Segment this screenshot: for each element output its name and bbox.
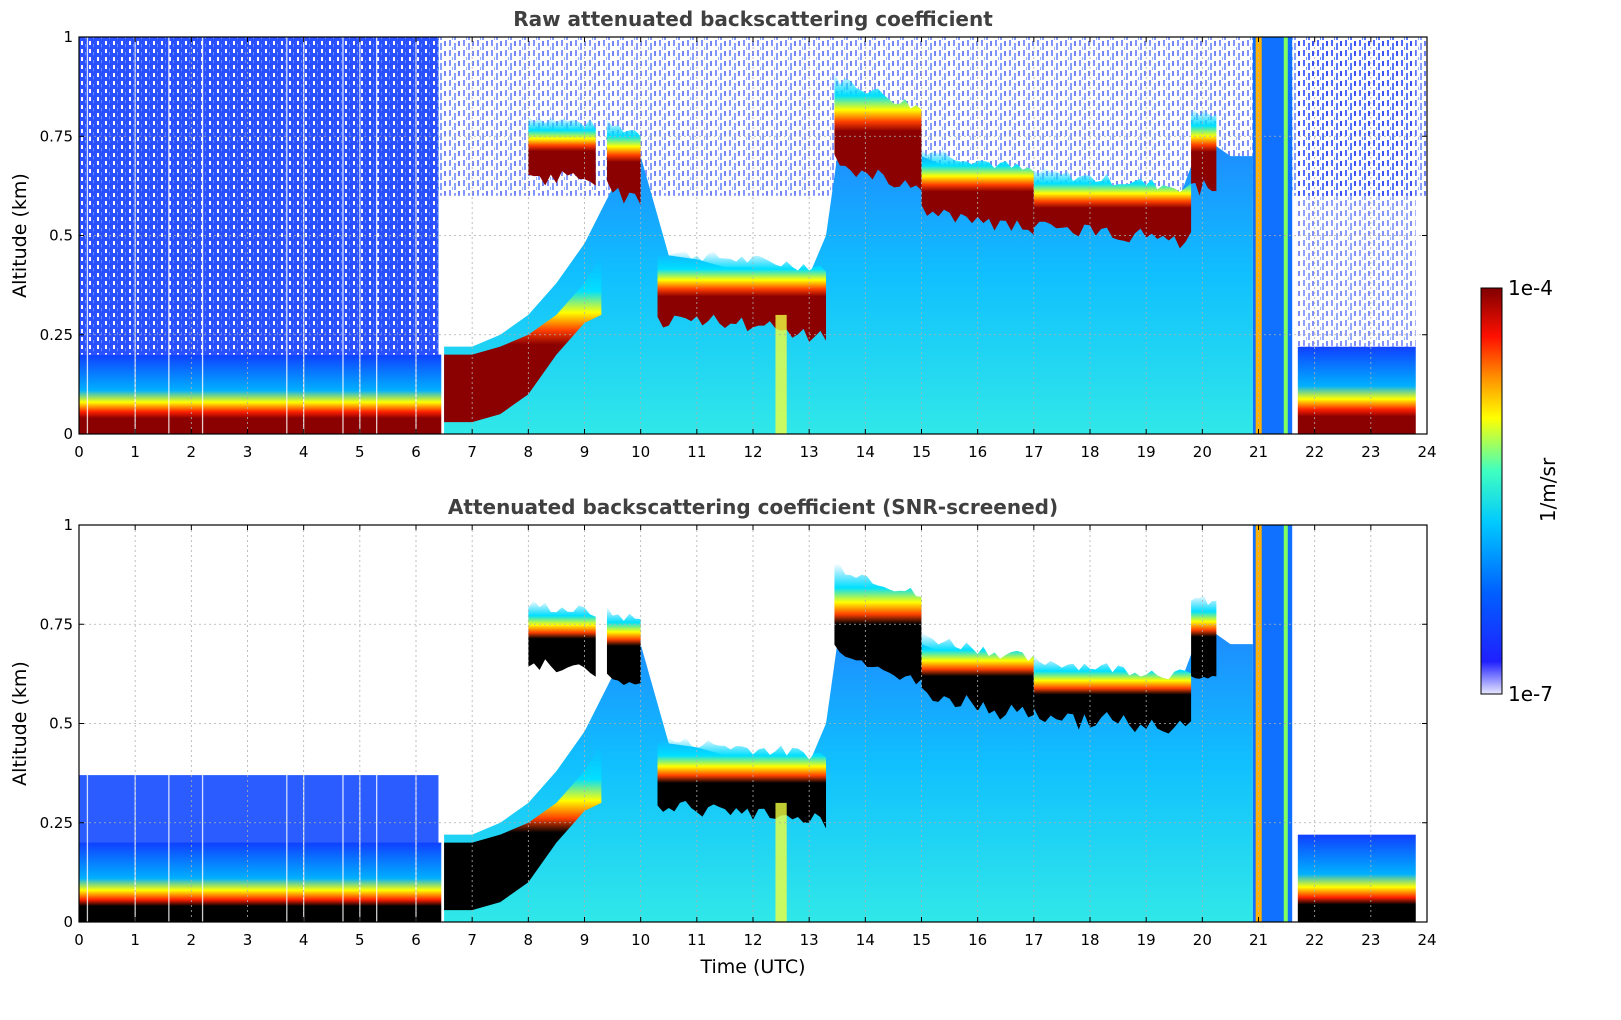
cloud-layer (834, 71, 922, 191)
noise-region (79, 37, 439, 355)
y-tick-label: 0.75 (40, 127, 73, 145)
x-tick-label: 13 (800, 931, 819, 949)
colorbar-unit-label: 1/m/sr (1536, 457, 1560, 522)
cloud-layer (1191, 108, 1217, 196)
noise-region (1297, 37, 1416, 347)
y-tick-label: 0.25 (40, 326, 73, 344)
precipitation-streak (775, 802, 787, 922)
x-tick-label: 24 (1417, 931, 1436, 949)
x-tick-label: 11 (687, 931, 706, 949)
x-tick-label: 2 (187, 931, 197, 949)
x-tick-label: 19 (1137, 931, 1156, 949)
chart-title: Raw attenuated backscattering coefficien… (513, 7, 993, 31)
boundary-layer (1297, 834, 1416, 922)
y-axis-label: Altitude (km) (9, 173, 31, 298)
panel-1: 0 1 2 3 4 5 6 7 8 9 10 11 12 13 14 15 16 17 18 19 20 21 22 23 24… (9, 7, 1437, 461)
x-tick-label: 5 (355, 931, 365, 949)
colorbar-max-label: 1e-4 (1508, 276, 1553, 300)
y-tick-label: 0 (63, 913, 73, 931)
panel-2: 0 1 2 3 4 5 6 7 8 9 10 11 12 13 14 15 16 17 18 19 20 21 22 23 24… (9, 495, 1437, 978)
x-tick-label: 3 (243, 931, 253, 949)
x-tick-label: 15 (912, 443, 931, 461)
x-tick-label: 20 (1193, 443, 1212, 461)
x-tick-label: 10 (631, 931, 650, 949)
x-tick-label: 6 (411, 931, 421, 949)
cloud-layer (1191, 594, 1217, 679)
x-tick-label: 24 (1417, 443, 1436, 461)
cloud-layer (1033, 167, 1192, 249)
cloud-layer (528, 116, 596, 186)
rain-column (1255, 37, 1262, 434)
x-tick-label: 18 (1080, 931, 1099, 949)
chart-title: Attenuated backscattering coefficient (S… (448, 495, 1058, 519)
rising-aerosol-layer (444, 255, 602, 434)
cloud-layer (606, 606, 641, 685)
x-tick-label: 23 (1361, 931, 1380, 949)
cloud-layer (921, 148, 1034, 235)
x-tick-label: 4 (299, 443, 309, 461)
x-tick-label: 15 (912, 931, 931, 949)
y-tick-label: 1 (63, 516, 73, 534)
x-tick-label: 6 (411, 443, 421, 461)
x-tick-label: 23 (1361, 443, 1380, 461)
colorbar: 1e-4 1e-7 1/m/sr (1480, 276, 1560, 706)
x-tick-label: 2 (187, 443, 197, 461)
x-tick-label: 17 (1024, 931, 1043, 949)
x-tick-label: 4 (299, 931, 309, 949)
x-tick-label: 1 (130, 931, 140, 949)
x-tick-label: 20 (1193, 931, 1212, 949)
x-tick-label: 9 (580, 931, 590, 949)
x-tick-label: 14 (856, 443, 875, 461)
boundary-layer (79, 842, 442, 922)
x-tick-label: 16 (968, 931, 987, 949)
x-tick-label: 3 (243, 443, 253, 461)
x-tick-label: 0 (74, 931, 84, 949)
x-tick-label: 13 (800, 443, 819, 461)
colorbar-gradient (1480, 287, 1503, 695)
x-tick-label: 5 (355, 443, 365, 461)
y-tick-label: 0 (63, 425, 73, 443)
boundary-layer (1297, 346, 1416, 434)
x-tick-label: 18 (1080, 443, 1099, 461)
x-tick-label: 7 (467, 443, 477, 461)
precipitation-streak (775, 314, 787, 434)
x-tick-label: 7 (467, 931, 477, 949)
x-axis-label: Time (UTC) (699, 956, 805, 978)
cloud-layer (1033, 655, 1192, 734)
cloud-layer (606, 118, 641, 206)
y-tick-label: 0.5 (49, 715, 73, 733)
x-tick-label: 10 (631, 443, 650, 461)
grid (79, 37, 1427, 434)
x-tick-label: 12 (743, 443, 762, 461)
boundary-layer (79, 354, 442, 434)
cloud-layer (528, 600, 596, 677)
x-tick-label: 11 (687, 443, 706, 461)
colorbar-min-label: 1e-7 (1508, 682, 1553, 706)
y-tick-label: 0.25 (40, 814, 73, 832)
y-axis-label: Altitude (km) (9, 661, 31, 786)
x-tick-label: 17 (1024, 443, 1043, 461)
rain-column (1255, 525, 1262, 922)
x-tick-label: 19 (1137, 443, 1156, 461)
x-tick-label: 12 (743, 931, 762, 949)
x-tick-label: 8 (524, 443, 534, 461)
x-tick-label: 22 (1305, 443, 1324, 461)
x-tick-label: 16 (968, 443, 987, 461)
x-tick-label: 0 (74, 443, 84, 461)
grid (79, 525, 1427, 922)
x-tick-label: 1 (130, 443, 140, 461)
y-tick-label: 1 (63, 28, 73, 46)
x-tick-label: 22 (1305, 931, 1324, 949)
x-tick-label: 9 (580, 443, 590, 461)
rising-aerosol-layer (444, 743, 602, 922)
x-tick-label: 21 (1249, 443, 1268, 461)
x-tick-label: 14 (856, 931, 875, 949)
x-tick-label: 8 (524, 931, 534, 949)
cloud-layer (834, 563, 922, 685)
y-tick-label: 0.75 (40, 615, 73, 633)
x-tick-label: 21 (1249, 931, 1268, 949)
y-tick-label: 0.5 (49, 227, 73, 245)
